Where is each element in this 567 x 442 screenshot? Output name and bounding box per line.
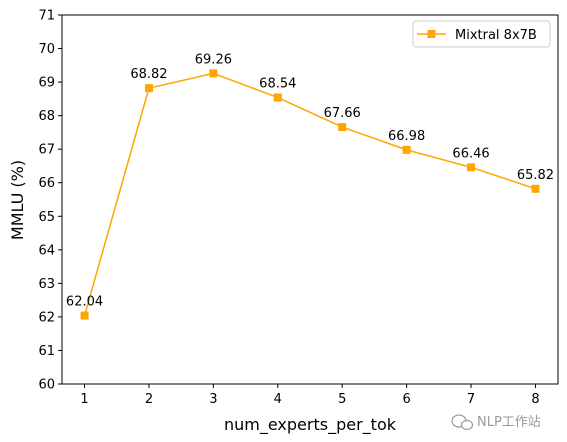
x-tick-label: 7 [467, 392, 475, 407]
y-tick-label: 60 [38, 378, 55, 393]
watermark: NLP工作站 [451, 414, 541, 431]
y-axis: 60 61 62 63 64 65 66 67 68 69 70 71 [38, 9, 62, 393]
legend-marker [427, 30, 436, 38]
legend-label: Mixtral 8x7B [455, 28, 537, 43]
data-label: 67.66 [324, 106, 361, 121]
data-point [402, 145, 411, 154]
y-tick-label: 69 [38, 76, 55, 91]
data-label: 62.04 [66, 295, 103, 310]
data-label: 66.46 [452, 146, 489, 161]
data-label: 69.26 [195, 52, 232, 67]
data-labels: 62.04 68.82 69.26 68.54 67.66 66.98 66.46 65.82 [66, 52, 554, 309]
y-tick-label: 64 [38, 243, 55, 258]
y-tick-label: 66 [38, 176, 55, 191]
data-point [209, 69, 218, 78]
data-point [338, 123, 347, 132]
legend: Mixtral 8x7B [412, 20, 551, 48]
x-tick-label: 3 [209, 392, 217, 407]
x-tick-label: 1 [80, 392, 88, 407]
y-tick-label: 63 [38, 277, 55, 292]
data-point [144, 84, 153, 93]
y-tick-label: 68 [38, 109, 55, 124]
x-axis-label: num_experts_per_tok [224, 415, 397, 435]
legend-box [412, 20, 551, 48]
data-point [531, 184, 540, 193]
y-tick-label: 70 [38, 42, 55, 57]
x-tick-label: 8 [531, 392, 539, 407]
y-tick-label: 67 [38, 143, 55, 158]
wechat-icon [451, 414, 474, 431]
y-axis-label: MMLU (%) [8, 160, 27, 240]
x-axis: 1 2 3 4 5 6 7 8 [80, 384, 540, 407]
x-tick-label: 4 [274, 392, 282, 407]
data-label: 65.82 [517, 168, 554, 183]
plot-area [61, 14, 559, 385]
y-tick-label: 62 [38, 310, 55, 325]
y-tick-label: 61 [38, 344, 55, 359]
x-tick-label: 5 [338, 392, 346, 407]
x-tick-label: 6 [402, 392, 410, 407]
watermark-text: NLP工作站 [477, 415, 541, 430]
x-tick-label: 2 [145, 392, 153, 407]
data-label: 68.82 [130, 67, 167, 82]
y-tick-label: 65 [38, 210, 55, 225]
data-point [80, 311, 89, 320]
data-point [273, 93, 282, 102]
series-line [83, 72, 536, 316]
data-label: 68.54 [259, 77, 296, 92]
data-label: 66.98 [388, 129, 425, 144]
data-point [467, 163, 476, 172]
y-tick-label: 71 [38, 9, 55, 24]
series-group [80, 69, 540, 320]
